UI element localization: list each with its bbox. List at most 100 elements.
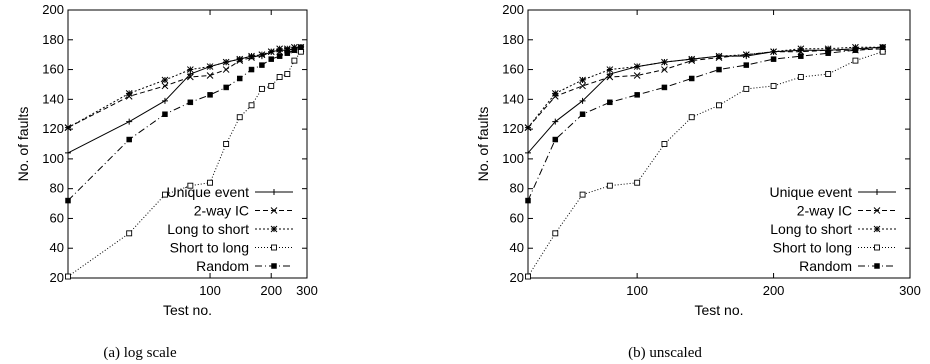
series-line <box>527 46 883 154</box>
legend-item: Random <box>196 258 293 274</box>
data-point <box>267 48 275 56</box>
data-point <box>207 92 213 98</box>
data-point <box>125 90 133 97</box>
data-point <box>552 230 559 237</box>
legend-marker <box>873 207 881 214</box>
y-tick-label: 80 <box>510 181 524 196</box>
legend-item: Long to short <box>770 221 896 237</box>
legend-item: Short to long <box>773 240 896 256</box>
data-point <box>65 273 71 280</box>
data-point <box>236 55 244 63</box>
data-point <box>551 90 559 97</box>
data-point <box>688 114 695 121</box>
legend-marker <box>271 263 277 269</box>
legend-label: Long to short <box>770 221 852 237</box>
x-tick-label: 200 <box>763 283 785 298</box>
series-line <box>527 46 883 201</box>
legend-item: Short to long <box>170 240 293 256</box>
legend: Unique event 2-way IC Long to short Short t… <box>166 184 293 274</box>
data-point <box>742 51 750 59</box>
data-point <box>579 82 586 90</box>
data-point <box>579 191 586 198</box>
data-point <box>716 66 722 73</box>
data-point <box>248 102 255 109</box>
series-random <box>65 44 304 204</box>
data-point <box>276 45 283 53</box>
data-point <box>770 48 777 56</box>
legend-marker <box>874 189 880 195</box>
y-tick-label: 100 <box>42 151 64 166</box>
legend-label: Short to long <box>170 240 249 256</box>
data-point <box>223 84 229 91</box>
data-point <box>161 76 169 84</box>
data-point <box>661 141 668 147</box>
data-point <box>162 191 168 198</box>
data-point <box>276 74 283 80</box>
y-axis-title: No. of faults <box>15 107 31 182</box>
series-line <box>67 46 302 201</box>
series-unique-event <box>525 44 886 156</box>
data-point <box>161 82 169 90</box>
data-point <box>661 66 668 73</box>
legend-label: Unique event <box>166 184 249 200</box>
data-point <box>259 62 265 68</box>
data-point <box>579 97 586 104</box>
x-tick-label: 200 <box>260 283 282 298</box>
y-tick-label: 40 <box>510 240 524 255</box>
data-point <box>64 124 72 131</box>
legend-label: 2-way IC <box>797 203 852 219</box>
data-point <box>552 118 559 125</box>
x-axis-title: Test no. <box>163 302 212 318</box>
x-tick-label: 100 <box>626 283 648 298</box>
data-point <box>525 197 531 204</box>
legend-marker <box>874 244 880 251</box>
data-point <box>524 124 532 131</box>
legend-item: Random <box>799 258 896 274</box>
data-point <box>268 56 274 62</box>
y-tick-label: 140 <box>42 91 64 106</box>
data-point <box>606 182 613 189</box>
series-random <box>525 44 886 204</box>
y-axis-title: No. of faults <box>475 107 491 182</box>
series-line <box>527 48 883 128</box>
legend-label: Unique event <box>769 184 852 200</box>
data-point <box>236 114 243 121</box>
data-point <box>825 71 832 77</box>
data-point <box>162 111 168 117</box>
data-point <box>268 82 275 89</box>
data-point <box>770 82 777 89</box>
data-point <box>743 85 750 92</box>
data-point <box>187 182 194 189</box>
data-point <box>187 99 194 106</box>
data-point <box>258 51 266 59</box>
data-point <box>186 66 194 73</box>
y-tick-label: 20 <box>50 270 64 285</box>
data-point <box>206 72 214 79</box>
legend-label: Random <box>799 258 852 274</box>
legend-item: Unique event <box>166 184 293 200</box>
data-point <box>223 141 230 147</box>
series-line <box>67 46 301 129</box>
data-point <box>284 50 291 56</box>
data-point <box>126 118 133 125</box>
data-point <box>824 45 832 53</box>
legend-marker <box>270 225 278 233</box>
data-point <box>291 43 298 51</box>
data-point <box>715 52 723 60</box>
data-point <box>291 57 298 64</box>
data-point <box>633 72 641 79</box>
legend-marker <box>270 207 278 214</box>
data-point <box>852 43 859 51</box>
data-point <box>276 53 283 59</box>
data-point <box>298 44 304 50</box>
data-point <box>206 63 214 70</box>
y-tick-label: 180 <box>502 32 524 47</box>
x-tick-label: 300 <box>296 283 318 298</box>
data-point <box>633 63 641 70</box>
legend-item: Long to short <box>167 221 293 237</box>
y-tick-label: 80 <box>50 181 64 196</box>
plot-frame <box>527 9 911 279</box>
data-point <box>65 149 71 156</box>
y-tick-label: 40 <box>50 240 64 255</box>
data-point <box>65 197 71 204</box>
